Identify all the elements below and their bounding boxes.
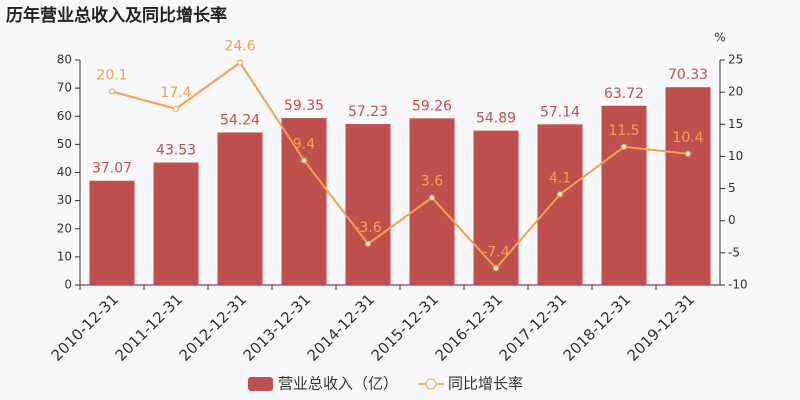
line-point	[557, 191, 563, 198]
y2-tick-label: 5	[728, 181, 736, 195]
bar-value-label: 54.89	[476, 111, 516, 127]
line-value-label: 17.4	[160, 85, 191, 101]
y-tick-label: 80	[57, 53, 72, 67]
bar-value-label: 37.07	[92, 161, 132, 177]
line-value-label: 10.4	[672, 130, 703, 146]
bar-value-label: 57.23	[348, 104, 388, 120]
x-tick-label: 2016-12-31	[432, 290, 506, 364]
line-value-label: -7.4	[482, 244, 509, 260]
bar-value-label: 54.24	[220, 112, 260, 128]
bar-value-label: 59.26	[412, 98, 452, 114]
bar	[345, 124, 391, 286]
y-tick-label: 30	[57, 193, 72, 207]
line	[111, 61, 689, 270]
bar-value-label: 57.14	[540, 104, 580, 120]
x-tick-label: 2017-12-31	[496, 290, 570, 364]
line-point	[109, 88, 115, 95]
legend-label: 同比增长率	[448, 375, 523, 393]
y-tick-label: 0	[64, 278, 72, 292]
line-point	[429, 194, 435, 201]
line-value-label: 9.4	[293, 136, 315, 152]
line-point	[173, 105, 179, 112]
line-value-label: 24.6	[224, 39, 255, 55]
y-tick-label: 40	[57, 165, 72, 179]
y2-tick-label: 0	[728, 213, 736, 227]
legend-label: 营业总收入（亿）	[278, 375, 398, 393]
y-tick-label: 10	[57, 249, 72, 263]
x-tick-label: 2014-12-31	[304, 290, 378, 364]
bar	[601, 105, 647, 285]
bar-value-label: 63.72	[604, 86, 644, 102]
y2-tick-label: -10	[728, 278, 748, 292]
bar-value-label: 43.53	[156, 143, 196, 159]
line-value-label: 11.5	[608, 123, 639, 139]
x-tick-label: 2015-12-31	[368, 290, 442, 364]
bar	[217, 132, 263, 285]
line-point	[493, 265, 499, 272]
line-point	[301, 157, 307, 164]
line-point	[365, 240, 371, 247]
bar	[89, 180, 135, 285]
y2-tick-label: 15	[728, 117, 743, 131]
bar-value-label: 59.35	[284, 98, 324, 114]
y2-tick-label: 20	[728, 85, 743, 99]
x-tick-label: 2012-12-31	[176, 290, 250, 364]
x-tick-label: 2011-12-31	[112, 290, 186, 364]
legend-marker	[425, 378, 437, 390]
y-tick-label: 60	[57, 109, 72, 123]
line-point	[685, 150, 691, 157]
bar	[665, 87, 711, 286]
legend-swatch	[248, 377, 273, 391]
line-value-label: 3.6	[421, 174, 443, 190]
bar-value-label: 70.33	[668, 67, 708, 83]
bar	[409, 118, 455, 285]
line-value-label: 4.1	[549, 170, 571, 186]
bar	[281, 118, 327, 285]
line-value-label: 20.1	[96, 68, 127, 84]
bar	[473, 130, 519, 285]
y2-tick-label: 10	[728, 149, 743, 163]
y-tick-label: 20	[57, 221, 72, 235]
y2-tick-label: 25	[728, 53, 743, 67]
y-tick-label: 50	[57, 137, 72, 151]
line-point	[621, 143, 627, 150]
x-tick-label: 2010-12-31	[48, 290, 122, 364]
y2-tick-label: -5	[728, 245, 740, 259]
bar	[537, 124, 583, 285]
y2-axis-label: %	[714, 31, 725, 45]
x-tick-label: 2013-12-31	[240, 290, 314, 364]
line-value-label: -3.6	[354, 220, 381, 236]
line-point	[237, 59, 243, 66]
x-tick-label: 2018-12-31	[560, 290, 634, 364]
y-tick-label: 70	[57, 81, 72, 95]
x-tick-label: 2019-12-31	[624, 290, 698, 364]
bar	[153, 162, 199, 285]
chart-title: 历年营业总收入及同比增长率	[6, 5, 227, 26]
